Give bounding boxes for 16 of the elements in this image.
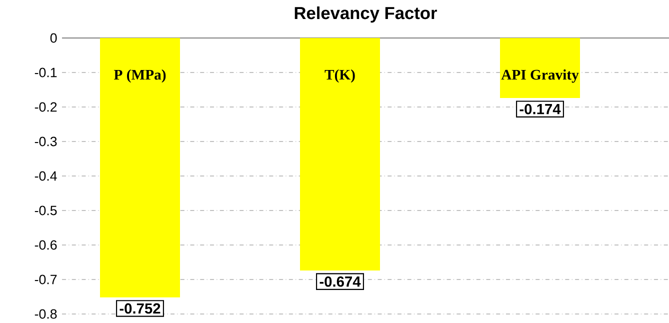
y-tick-label: -0.4 — [34, 171, 57, 181]
data-label: -0.674 — [320, 276, 361, 287]
x-tick-label: P (MPa) — [114, 69, 166, 83]
y-tick-label: -0.3 — [34, 136, 57, 146]
y-tick-label: 0 — [50, 33, 57, 43]
y-tick-label: -0.6 — [34, 240, 57, 250]
x-tick-label: API Gravity — [501, 69, 579, 83]
data-label: -0.174 — [520, 104, 561, 114]
y-tick-label: -0.2 — [34, 102, 57, 112]
x-tick-label: T(K) — [324, 69, 355, 83]
y-tick-label: -0.8 — [34, 309, 57, 319]
chart-title: Relevancy Factor — [294, 6, 437, 23]
data-label: -0.752 — [120, 303, 160, 314]
y-tick-label: -0.7 — [34, 274, 57, 284]
y-tick-label: -0.1 — [34, 68, 57, 78]
y-tick-label: -0.5 — [34, 206, 57, 216]
